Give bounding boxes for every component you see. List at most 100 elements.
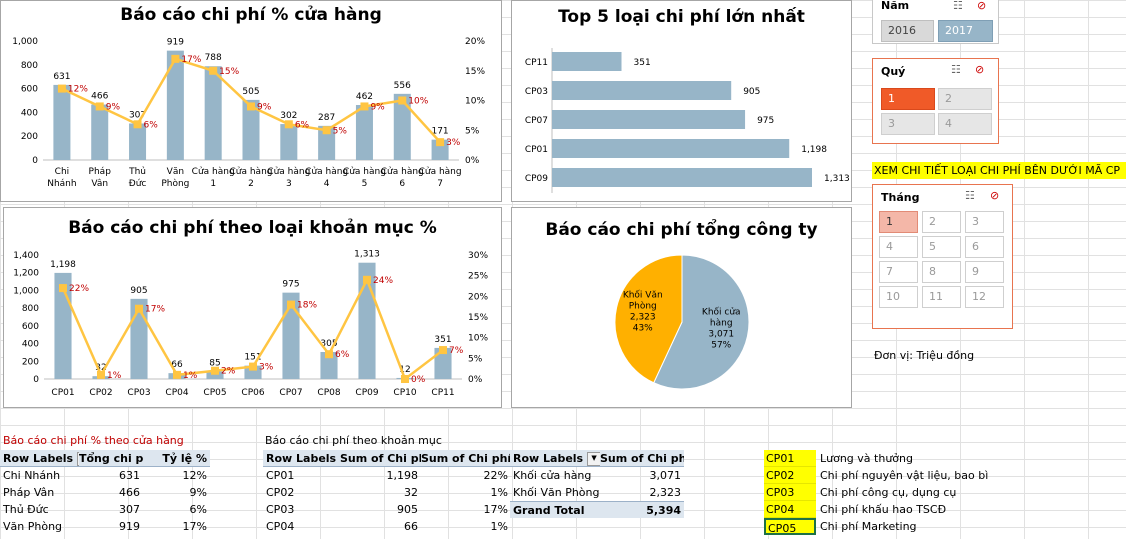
y-tick-label: 600: [22, 322, 39, 332]
pct-label: 22%: [69, 284, 89, 294]
slicer-title: Tháng: [881, 191, 920, 204]
y-tick-label: 400: [21, 108, 38, 118]
pie-slice: [614, 254, 683, 384]
clear-filter-icon[interactable]: ⊘: [977, 0, 987, 12]
cost-code[interactable]: CP05: [764, 518, 816, 535]
slicer-item-month-7[interactable]: 7: [879, 261, 918, 283]
pct-label: 1%: [107, 371, 122, 381]
bar-value-label: 631: [53, 72, 70, 82]
slicer-item-month-9[interactable]: 9: [965, 261, 1004, 283]
slicer-item-month-10[interactable]: 10: [879, 286, 918, 308]
pct-label: 15%: [219, 67, 239, 77]
category-label: CP11: [525, 58, 548, 68]
chart-category-cost[interactable]: Báo cáo chi phí theo loại khoản mục % 0 2…: [3, 207, 502, 408]
column-header: Sum of Chi phí: [600, 450, 684, 467]
category-label: CP02: [89, 388, 112, 398]
bar-value-label: 1,198: [50, 260, 76, 270]
bar-value-label: 466: [91, 92, 108, 102]
slicer-item-q4[interactable]: 4: [938, 113, 992, 135]
multi-select-icon[interactable]: ☷: [953, 0, 963, 12]
slicer-item-2016[interactable]: 2016: [881, 20, 934, 42]
pct-marker: [97, 370, 105, 379]
pct-marker: [287, 300, 295, 309]
column-header: Tổng chi phí: [79, 450, 143, 467]
slice-label: hàng: [710, 319, 733, 329]
filter-dropdown-icon[interactable]: ▼: [587, 452, 600, 466]
pct-label: 2%: [221, 367, 236, 377]
multi-select-icon[interactable]: ☷: [951, 63, 961, 76]
column-header: Sum of Chi phí2: [421, 450, 511, 467]
filter-dropdown-icon[interactable]: ▼: [77, 452, 79, 466]
table-cell: 905: [397, 503, 418, 516]
bar: [282, 292, 300, 379]
y2-tick-label: 5%: [468, 354, 483, 364]
bar: [244, 365, 262, 379]
pct-label: 9%: [257, 102, 272, 112]
y2-tick-label: 15%: [465, 67, 485, 77]
column-header[interactable]: Row Labels▼: [263, 450, 340, 467]
slicer-item-month-5[interactable]: 5: [922, 236, 961, 258]
y-tick-label: 200: [21, 132, 38, 142]
slice-value-label: 3,071: [708, 330, 734, 340]
pivot-table-company[interactable]: Row Labels ▼ Sum of Chi phí Khối cửa hàng 3,…: [510, 450, 684, 520]
y-tick-label: 800: [21, 61, 38, 71]
slicer-item-month-12[interactable]: 12: [965, 286, 1004, 308]
table-cell: 22%: [483, 469, 508, 482]
slicer-item-month-3[interactable]: 3: [965, 211, 1004, 233]
bar: [129, 123, 147, 160]
bar: [393, 93, 411, 160]
slicer-item-month-1[interactable]: 1: [879, 211, 918, 233]
y2-tick-label: 20%: [465, 37, 485, 47]
table-cell: 17%: [483, 503, 508, 516]
chart-company-pie[interactable]: Báo cáo chi phí tổng công ty Khối cửa hàn…: [511, 207, 852, 408]
category-label: 5: [362, 179, 368, 189]
category-label: CP07: [279, 388, 302, 398]
category-label: CP09: [525, 174, 548, 184]
column-header[interactable]: Row Labels▼: [0, 450, 79, 467]
multi-select-icon[interactable]: ☷: [965, 189, 975, 202]
pivot-table-store[interactable]: Row Labels▼Tổng chi phíTỷ lệ % Chi Nhánh 6…: [0, 450, 210, 538]
pct-marker: [133, 120, 142, 129]
grand-total-label: Grand Total: [510, 501, 600, 518]
column-header[interactable]: Row Labels▼: [510, 450, 600, 467]
slicer-month[interactable]: Tháng ☷ ⊘ 1 2 3 4 5 6 7 8 9 10 11 12: [872, 184, 1013, 329]
table-cell: 3,071: [649, 469, 682, 482]
row-label: CP04: [266, 520, 295, 533]
clear-filter-icon[interactable]: ⊘: [975, 63, 985, 76]
category-label: 2: [248, 179, 254, 189]
cost-code: CP03: [764, 484, 816, 501]
row-label: Thủ Đức: [3, 503, 49, 516]
slicer-item-2017[interactable]: 2017: [938, 20, 993, 42]
bar-value-label: 32: [95, 363, 106, 373]
column-header: Sum of Chi phí: [340, 450, 421, 467]
cost-code-list: CP01 Lương và thưởng CP02 Chi phí nguyên vậ…: [764, 450, 1126, 539]
category-label: Văn: [167, 167, 184, 177]
slicer-item-month-2[interactable]: 2: [922, 211, 961, 233]
row-label: Chi Nhánh: [3, 469, 61, 482]
pivot-table-category[interactable]: Row Labels▼Sum of Chi phíSum of Chi phí2…: [263, 450, 512, 538]
slicer-item-month-4[interactable]: 4: [879, 236, 918, 258]
row-label: Khối cửa hàng: [513, 469, 592, 482]
cost-code-description: Chi phí công cụ, dụng cụ: [820, 486, 957, 499]
slicer-item-month-11[interactable]: 11: [922, 286, 961, 308]
pct-label: 7%: [449, 346, 464, 356]
slicer-item-month-6[interactable]: 6: [965, 236, 1004, 258]
bar-value-label: 171: [431, 127, 448, 137]
slicer-item-q1[interactable]: 1: [881, 88, 935, 110]
category-label: CP07: [525, 116, 548, 126]
y2-tick-label: 0%: [465, 156, 480, 166]
pct-marker: [173, 370, 181, 379]
cost-code-description: Chi phí khấu hao TSCĐ: [820, 503, 947, 516]
clear-filter-icon[interactable]: ⊘: [990, 189, 1000, 202]
row-label: CP03: [266, 503, 295, 516]
chart-top5[interactable]: Top 5 loại chi phí lớn nhất CP11 351 CP03 9…: [511, 0, 852, 202]
chart-store-cost[interactable]: Báo cáo chi phí % cửa hàng 0 200 400 600 800…: [0, 0, 502, 202]
slicer-item-q3[interactable]: 3: [881, 113, 935, 135]
slicer-item-month-8[interactable]: 8: [922, 261, 961, 283]
slicer-quarter[interactable]: Quý ☷ ⊘ 1 2 3 4: [872, 58, 999, 144]
slicer-year[interactable]: Năm ☷ ⊘ 2016 2017: [872, 0, 999, 44]
pct-marker: [398, 96, 407, 105]
chart-category-cost-svg: 0 200 400 600 800 1,000 1,200 1,400 0% 5% 10% 15% 20…: [13, 250, 488, 398]
category-label: Pháp: [89, 167, 112, 177]
slicer-item-q2[interactable]: 2: [938, 88, 992, 110]
